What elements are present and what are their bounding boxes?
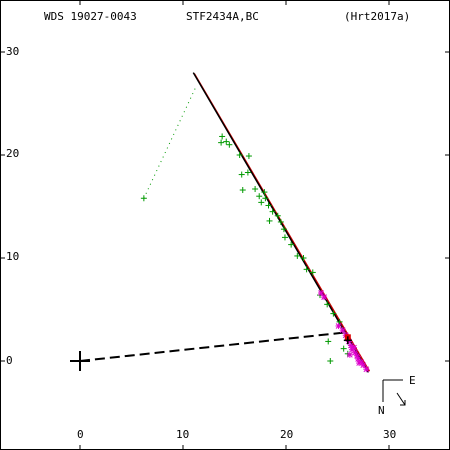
- star-point-16: [356, 360, 363, 367]
- plus-point-12: [261, 189, 268, 196]
- x-tick-label-0: 0: [77, 428, 84, 441]
- plus-point-4: [218, 139, 225, 146]
- plus-point-25: [303, 266, 310, 273]
- star-point-0: [318, 290, 325, 297]
- plus-point-16: [269, 208, 276, 215]
- disc-label: STF2434A,BC: [186, 10, 259, 23]
- y-tick-label-10: 10: [6, 250, 19, 263]
- plus-point-21: [281, 234, 288, 241]
- plus-point-13: [262, 195, 269, 202]
- plus-point-30: [336, 318, 343, 325]
- observation-points: [140, 133, 370, 373]
- wds-label: WDS 19027-0043: [44, 10, 137, 23]
- plus-point-28: [324, 301, 331, 308]
- star-point-8-d2: [352, 349, 358, 356]
- plus-point-11: [256, 193, 263, 200]
- residual-line: [143, 87, 196, 199]
- star-point-2-d2: [335, 323, 342, 329]
- plus-point-17: [266, 217, 273, 224]
- star-point-12-d2: [360, 362, 367, 368]
- star-point-3-d2: [339, 327, 346, 333]
- plus-point-19: [277, 218, 284, 225]
- plus-point-24: [300, 255, 307, 261]
- plus-point-26: [309, 269, 316, 276]
- plus-point-32: [327, 358, 334, 364]
- y-tick-label-0: 0: [6, 354, 13, 367]
- plus-point-23: [294, 252, 301, 259]
- star-point-10-d2: [355, 356, 361, 362]
- star-point-15: [350, 344, 357, 351]
- plus-point-31: [325, 338, 332, 345]
- y-tick-label-20: 20: [6, 147, 19, 160]
- star-point-14: [346, 351, 353, 358]
- plus-point-18: [274, 212, 281, 219]
- motion-arrow-head: [400, 400, 406, 406]
- node-line: [79, 331, 348, 362]
- star-point-13-d2: [363, 366, 370, 373]
- plus-point-0: [140, 195, 147, 202]
- orientation-indicator: E N: [378, 374, 416, 417]
- x-tick-label-20: 20: [280, 428, 293, 441]
- star-point-3: [339, 327, 346, 334]
- plus-point-14: [258, 199, 265, 206]
- plus-point-34: [340, 345, 347, 352]
- plus-point-2: [223, 138, 230, 145]
- plus-point-29: [330, 310, 337, 317]
- motion-arrow-shaft: [396, 392, 406, 406]
- star-point-14-d2: [347, 351, 353, 358]
- star-point-9-d2: [354, 352, 360, 359]
- north-label: N: [378, 404, 385, 417]
- x-tick-label-30: 30: [383, 428, 396, 441]
- east-label: E: [409, 374, 416, 387]
- plus-point-8: [244, 169, 251, 176]
- plus-point-5: [236, 152, 243, 158]
- star-point-6-d2: [348, 342, 354, 349]
- plus-point-15: [265, 202, 272, 209]
- plus-point-6: [245, 153, 252, 160]
- plus-point-7: [238, 171, 245, 178]
- plus-point-9: [239, 187, 246, 194]
- x-tick-label-10: 10: [176, 428, 189, 441]
- plus-point-1: [219, 133, 226, 140]
- ref-label: (Hrt2017a): [344, 10, 410, 23]
- plus-point-3: [226, 141, 233, 148]
- plus-point-20: [280, 226, 287, 233]
- orbit-lines: [79, 72, 371, 373]
- star-point-15-d2: [351, 344, 357, 351]
- star-point-12: [360, 362, 367, 369]
- star-point-16-d2: [356, 360, 362, 366]
- star-point-0-d2: [318, 290, 324, 296]
- plus-point-10: [252, 185, 259, 192]
- reference-markers: [70, 334, 352, 371]
- plus-point-22: [288, 241, 295, 248]
- star-point-1-d2: [321, 294, 327, 300]
- star-point-1: [321, 294, 328, 301]
- star-point-13: [363, 366, 370, 373]
- y-tick-label-30: 30: [6, 45, 19, 58]
